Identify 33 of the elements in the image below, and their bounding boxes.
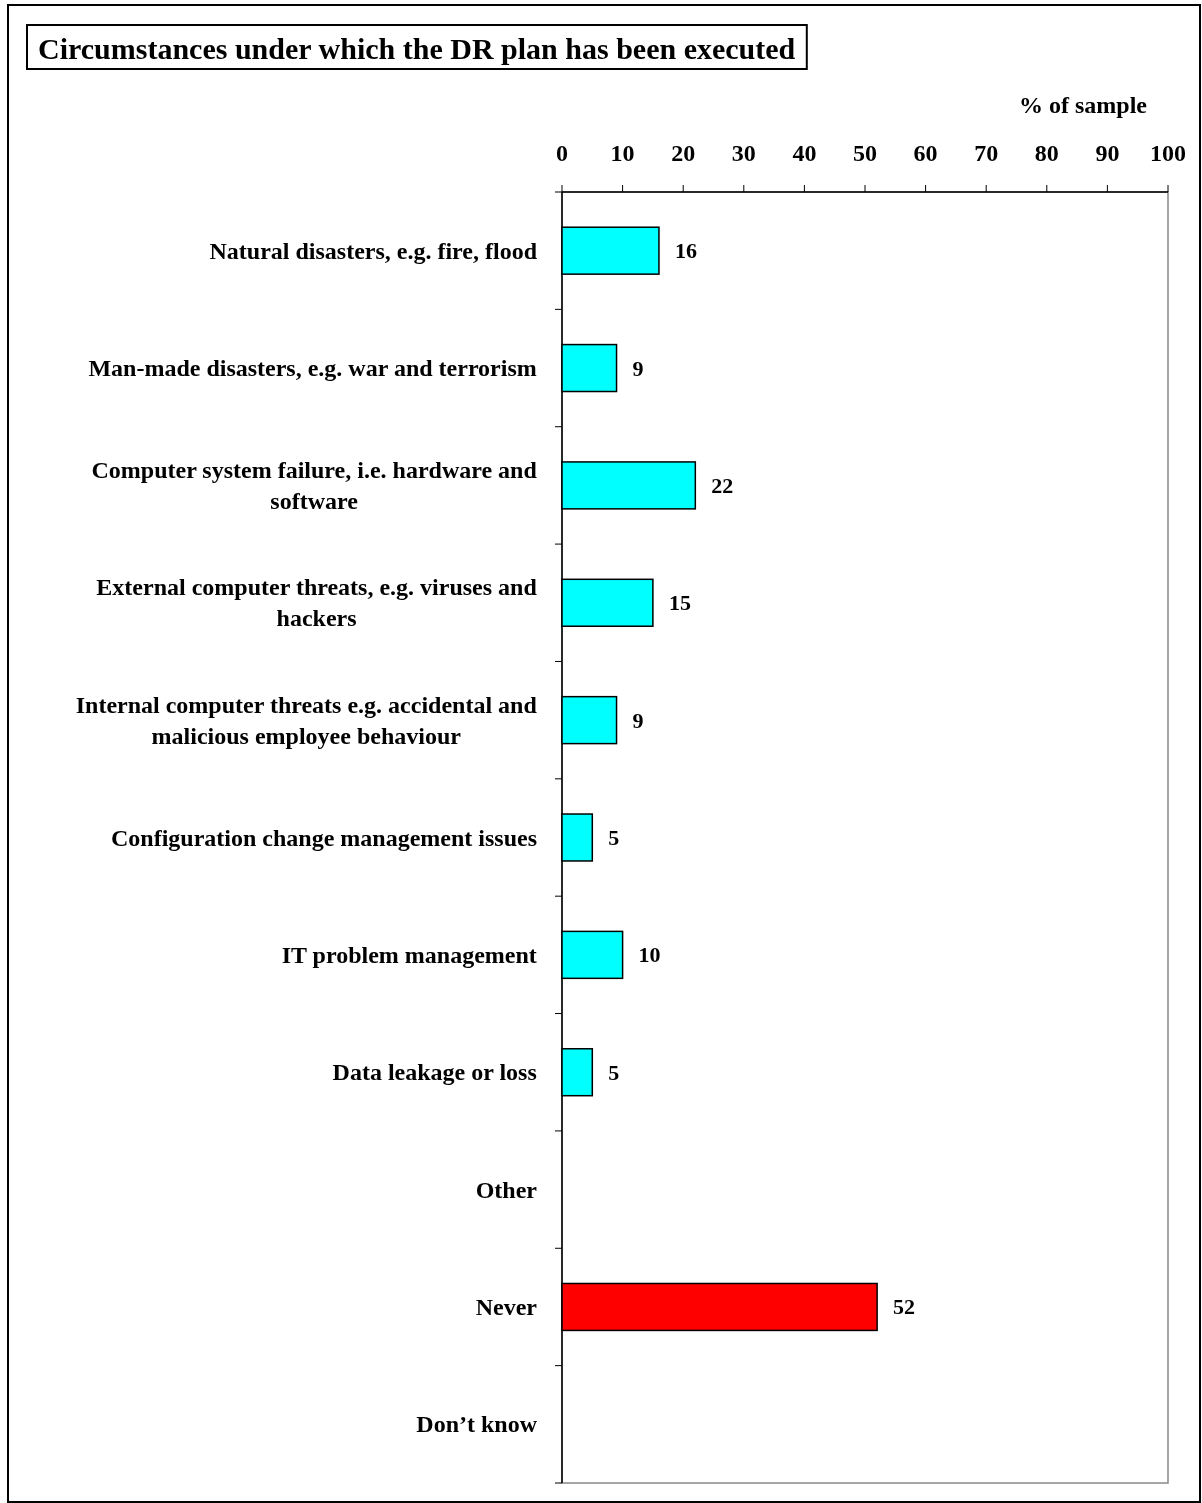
x-tick-label: 90 <box>1095 140 1120 166</box>
x-tick-label: 100 <box>1150 140 1186 166</box>
x-tick-label: 80 <box>1034 140 1059 166</box>
data-label: 22 <box>711 472 734 498</box>
data-label: 9 <box>632 355 644 381</box>
x-tick-label: 0 <box>556 140 568 166</box>
y-tick-label: Never <box>475 1293 538 1320</box>
y-tick-label: IT problem management <box>281 941 537 968</box>
x-tick-label: 40 <box>792 140 817 166</box>
data-label: 16 <box>674 238 697 264</box>
y-tick-label: Other <box>475 1176 538 1203</box>
y-tick-label: Man-made disasters, e.g. war and terrorism <box>88 355 537 382</box>
data-label: 10 <box>638 942 661 968</box>
x-tick-label: 70 <box>974 140 999 166</box>
y-tick-label: Natural disasters, e.g. fire, flood <box>209 237 538 264</box>
y-tick-label: Don’t know <box>416 1411 538 1438</box>
y-tick-label: Computer system failure, i.e. hardware and software <box>91 456 538 514</box>
x-tick-label: 10 <box>610 140 635 166</box>
data-label: 5 <box>608 1059 620 1085</box>
x-tick-label: 30 <box>731 140 756 166</box>
x-tick-label: 50 <box>853 140 877 166</box>
data-label: 9 <box>632 707 644 733</box>
x-tick-label: 60 <box>913 140 938 166</box>
data-label: 15 <box>668 590 691 616</box>
y-tick-label: External computer threats, e.g. viruses and hackers <box>96 574 538 632</box>
y-tick-label: Data leakage or loss <box>332 1059 537 1086</box>
x-axis-title: % of sample <box>1019 92 1148 118</box>
data-label: 52 <box>893 1294 916 1320</box>
data-label: 5 <box>608 825 620 850</box>
y-tick-label: Internal computer threats e.g. accidental and malicious employee behaviour <box>75 691 538 749</box>
chart-title: Circumstances under which the DR plan has been executed <box>38 31 796 65</box>
y-tick-label: Configuration change management issues <box>110 824 537 851</box>
x-tick-label: 20 <box>671 140 696 166</box>
